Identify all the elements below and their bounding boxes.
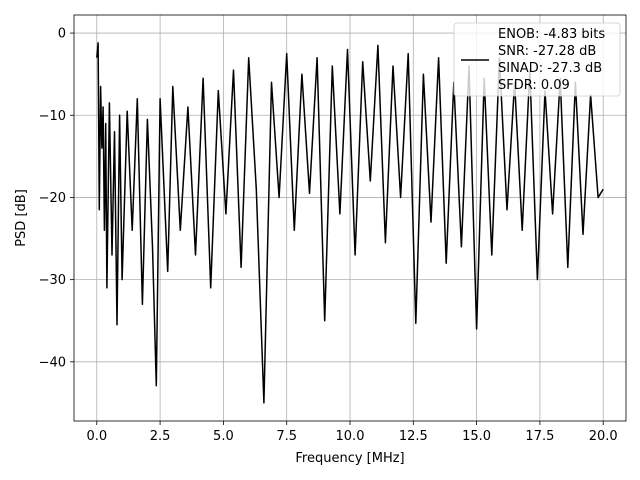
- x-axis: 0.0 2.5 5.0 7.5 10.0 12.5 15.0 17.5 20.0: [86, 421, 618, 444]
- y-tick-label: −20: [39, 191, 66, 206]
- y-tick-label: −40: [39, 355, 66, 370]
- legend-box: [453, 22, 621, 97]
- legend-entry-enob: ENOB: -4.83 bits: [498, 27, 605, 42]
- x-tick-label: 20.0: [589, 429, 618, 444]
- x-tick-label: 17.5: [525, 429, 554, 444]
- x-tick-label: 0.0: [86, 429, 107, 444]
- y-tick-label: −30: [39, 273, 66, 288]
- psd-series-line: [96, 42, 604, 404]
- y-tick-label: 0: [58, 27, 66, 42]
- y-tick-label: −10: [39, 109, 66, 124]
- legend: ENOB: -4.83 bits SNR: -27.28 dB SINAD: -…: [453, 22, 621, 97]
- y-axis: 0 −10 −20 −30 −40: [39, 27, 74, 370]
- legend-entry-snr: SNR: -27.28 dB: [498, 44, 596, 59]
- legend-entry-sfdr: SFDR: 0.09: [498, 78, 570, 93]
- x-tick-label: 7.5: [276, 429, 297, 444]
- y-axis-label: PSD [dB]: [14, 189, 29, 247]
- series-layer: [96, 42, 604, 404]
- x-axis-label: Frequency [MHz]: [295, 451, 404, 466]
- x-tick-label: 15.0: [462, 429, 491, 444]
- x-tick-label: 12.5: [399, 429, 428, 444]
- x-tick-label: 2.5: [150, 429, 171, 444]
- x-tick-label: 5.0: [213, 429, 234, 444]
- x-tick-label: 10.0: [336, 429, 365, 444]
- legend-entry-sinad: SINAD: -27.3 dB: [498, 61, 602, 76]
